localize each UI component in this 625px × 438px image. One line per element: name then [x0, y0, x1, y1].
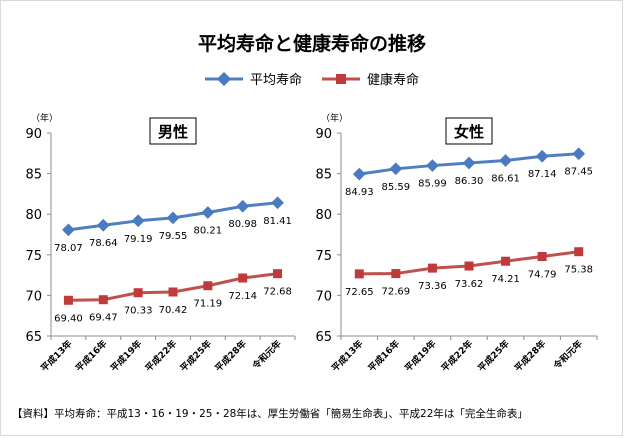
avg-life-data-label: 86.30 [455, 176, 484, 187]
healthy-life-data-label: 74.79 [528, 270, 557, 281]
avg-life-point [499, 154, 512, 167]
avg-life-point [131, 214, 145, 228]
avg-life-data-label: 87.14 [528, 169, 557, 180]
x-tick-label: 平成19年 [402, 338, 438, 374]
avg-life-point [166, 211, 180, 225]
avg-life-data-label: 79.55 [159, 231, 188, 242]
healthy-life-data-label: 74.21 [491, 274, 520, 285]
x-tick-label: 平成25年 [178, 338, 214, 374]
y-tick-label: 70 [25, 289, 42, 304]
healthy-life-data-label: 71.19 [194, 299, 223, 310]
avg-life-data-label: 81.41 [263, 216, 292, 227]
legend-healthy-label: 健康寿命 [367, 72, 419, 88]
y-unit-label: （年） [31, 112, 58, 124]
x-tick-label: 平成28年 [512, 338, 548, 374]
healthy-life-data-label: 69.40 [54, 313, 83, 324]
avg-life-point [62, 223, 75, 237]
avg-life-point [426, 159, 439, 172]
y-tick-label: 80 [315, 208, 332, 223]
healthy-life-point [537, 252, 547, 262]
panel-label: 女性 [454, 123, 484, 141]
avg-life-data-label: 78.64 [89, 238, 118, 249]
x-tick-label: 令和元年 [550, 338, 585, 373]
healthy-life-point [354, 269, 364, 279]
healthy-life-point [203, 281, 213, 291]
y-tick-label: 75 [315, 249, 332, 264]
y-tick-label: 85 [315, 168, 332, 183]
avg-life-data-label: 80.21 [194, 225, 223, 236]
x-tick-label: 平成22年 [143, 338, 179, 374]
legend-avg-label: 平均寿命 [250, 72, 302, 88]
panel-label-box [149, 117, 197, 145]
source-note: 【資料】平均寿命：平成13・16・19・25・28年は、厚生労働省「簡易生命表」… [12, 407, 528, 420]
x-tick-label: 平成16年 [366, 338, 402, 374]
avg-life-point [389, 162, 403, 176]
avg-life-data-label: 79.19 [124, 234, 153, 245]
healthy-life-data-label: 72.65 [345, 287, 374, 298]
healthy-life-point [98, 295, 108, 305]
x-tick-label: 令和元年 [249, 338, 284, 373]
x-tick-label: 平成19年 [108, 338, 144, 374]
female-panel: （年） 65 70 75 80 85 90 平成13年 平成16年 平成19年 平成22年 平成25年… [315, 112, 598, 374]
avg-life-data-label: 85.99 [418, 179, 447, 190]
x-tick-label: 平成13年 [38, 338, 74, 374]
healthy-life-data-label: 73.62 [455, 279, 484, 290]
avg-life-point [572, 147, 586, 161]
x-tick-label: 平成28年 [212, 338, 248, 374]
y-tick-label: 90 [315, 127, 332, 142]
healthy-life-point [63, 295, 73, 305]
panel-label: 男性 [158, 123, 188, 141]
y-tick-label: 80 [25, 208, 42, 223]
healthy-life-point [168, 287, 178, 297]
healthy-life-point [391, 269, 401, 279]
x-tick-label: 平成25年 [475, 338, 511, 374]
x-tick-label: 平成13年 [329, 338, 365, 374]
avg-life-data-label: 78.07 [54, 243, 83, 254]
avg-life-point [271, 196, 284, 210]
x-tick-label: 平成16年 [73, 338, 109, 374]
healthy-life-point [273, 269, 283, 279]
legend-healthy-marker [336, 74, 346, 84]
avg-life-point [236, 199, 250, 213]
avg-life-data-label: 80.98 [228, 219, 257, 230]
healthy-life-point [501, 256, 511, 266]
avg-life-point [462, 156, 476, 170]
avg-life-data-label: 86.61 [491, 174, 520, 185]
chart-title: 平均寿命と健康寿命の推移 [198, 32, 426, 55]
y-tick-label: 85 [25, 168, 42, 183]
y-tick-label: 90 [25, 127, 42, 142]
legend: 平均寿命 健康寿命 [205, 71, 419, 88]
healthy-life-point [133, 288, 143, 298]
healthy-life-point [427, 263, 437, 273]
healthy-life-data-label: 75.38 [564, 265, 593, 276]
y-unit-label: （年） [321, 112, 348, 124]
healthy-life-point [464, 261, 474, 271]
healthy-life-data-label: 69.47 [89, 313, 118, 324]
y-tick-label: 65 [315, 330, 332, 345]
y-tick-label: 75 [25, 249, 42, 264]
healthy-life-data-label: 70.42 [159, 305, 188, 316]
avg-life-data-label: 85.59 [382, 182, 411, 193]
healthy-life-data-label: 73.36 [418, 281, 447, 292]
healthy-life-point [238, 273, 248, 283]
legend-avg-marker [216, 71, 232, 87]
avg-life-point [96, 218, 110, 232]
healthy-life-data-label: 72.68 [263, 287, 292, 298]
y-tick-label: 65 [25, 330, 42, 345]
healthy-life-data-label: 72.69 [382, 287, 411, 298]
x-tick-label: 平成22年 [439, 338, 475, 374]
avg-life-data-label: 84.93 [345, 187, 374, 198]
avg-life-point [201, 206, 215, 219]
healthy-life-data-label: 70.33 [124, 306, 153, 317]
avg-life-point [352, 167, 366, 181]
male-panel: （年） 65 70 75 80 85 90 平成13年 平成16年 平成19年 平成22年 平成25年… [25, 112, 296, 374]
avg-life-data-label: 87.45 [564, 167, 593, 178]
panel-label-box [445, 117, 493, 145]
avg-life-point [535, 149, 549, 163]
y-tick-label: 70 [315, 289, 332, 304]
healthy-life-data-label: 72.14 [228, 291, 257, 302]
healthy-life-point [574, 247, 584, 257]
